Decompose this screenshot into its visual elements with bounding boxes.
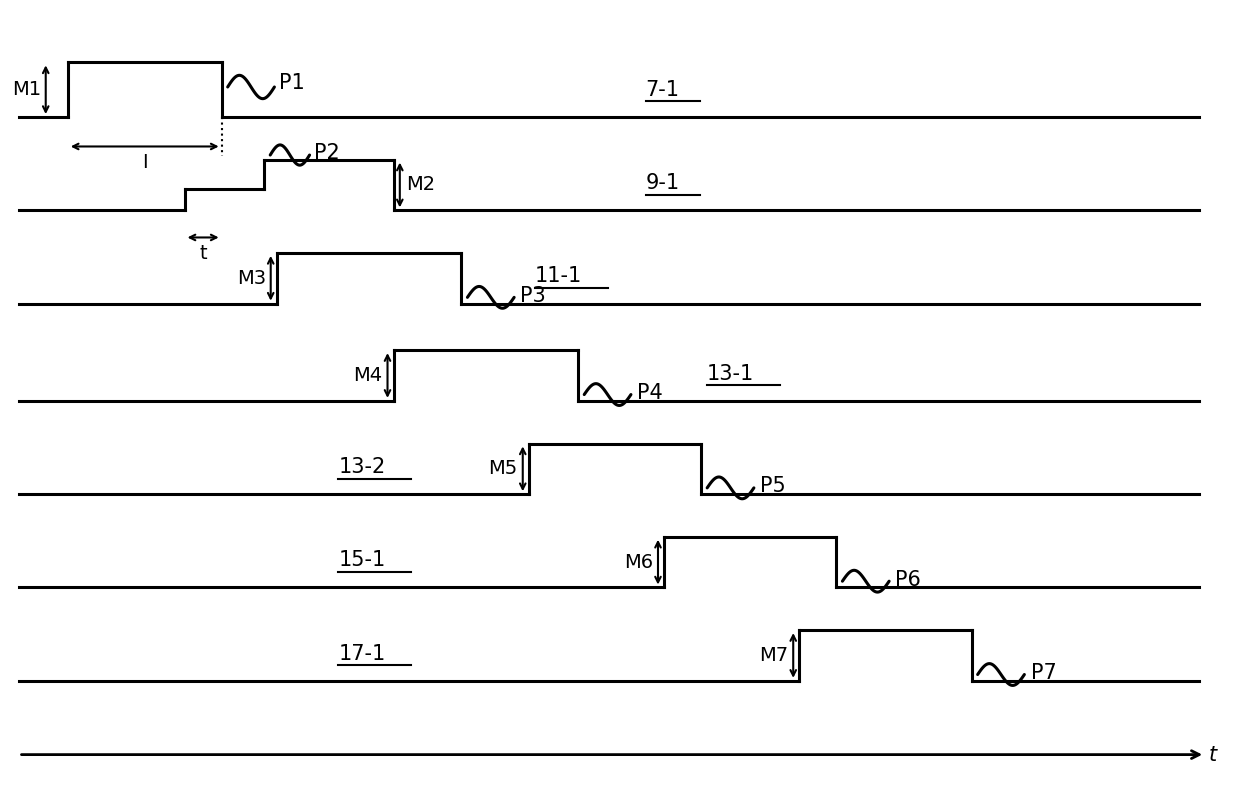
Text: M5: M5	[489, 459, 518, 479]
Text: P4: P4	[637, 383, 663, 403]
Text: P3: P3	[521, 286, 546, 306]
Text: 15-1: 15-1	[339, 550, 386, 571]
Text: I: I	[141, 152, 148, 171]
Text: M3: M3	[237, 269, 265, 288]
Text: M7: M7	[759, 646, 789, 665]
Text: P5: P5	[760, 476, 786, 496]
Text: 11-1: 11-1	[534, 266, 583, 286]
Text: P7: P7	[1030, 663, 1056, 683]
Text: P6: P6	[895, 570, 921, 590]
Text: P1: P1	[279, 73, 305, 93]
Text: 17-1: 17-1	[339, 644, 386, 663]
Text: t: t	[200, 244, 207, 263]
Text: M2: M2	[405, 175, 435, 194]
Text: 13-1: 13-1	[707, 364, 754, 384]
Text: M1: M1	[11, 80, 41, 99]
Text: M4: M4	[353, 366, 383, 385]
Text: t: t	[1209, 744, 1216, 765]
Text: M6: M6	[624, 553, 653, 571]
Text: 9-1: 9-1	[646, 173, 680, 193]
Text: 13-2: 13-2	[339, 457, 386, 477]
Text: 7-1: 7-1	[646, 80, 680, 100]
Text: P2: P2	[315, 144, 340, 163]
